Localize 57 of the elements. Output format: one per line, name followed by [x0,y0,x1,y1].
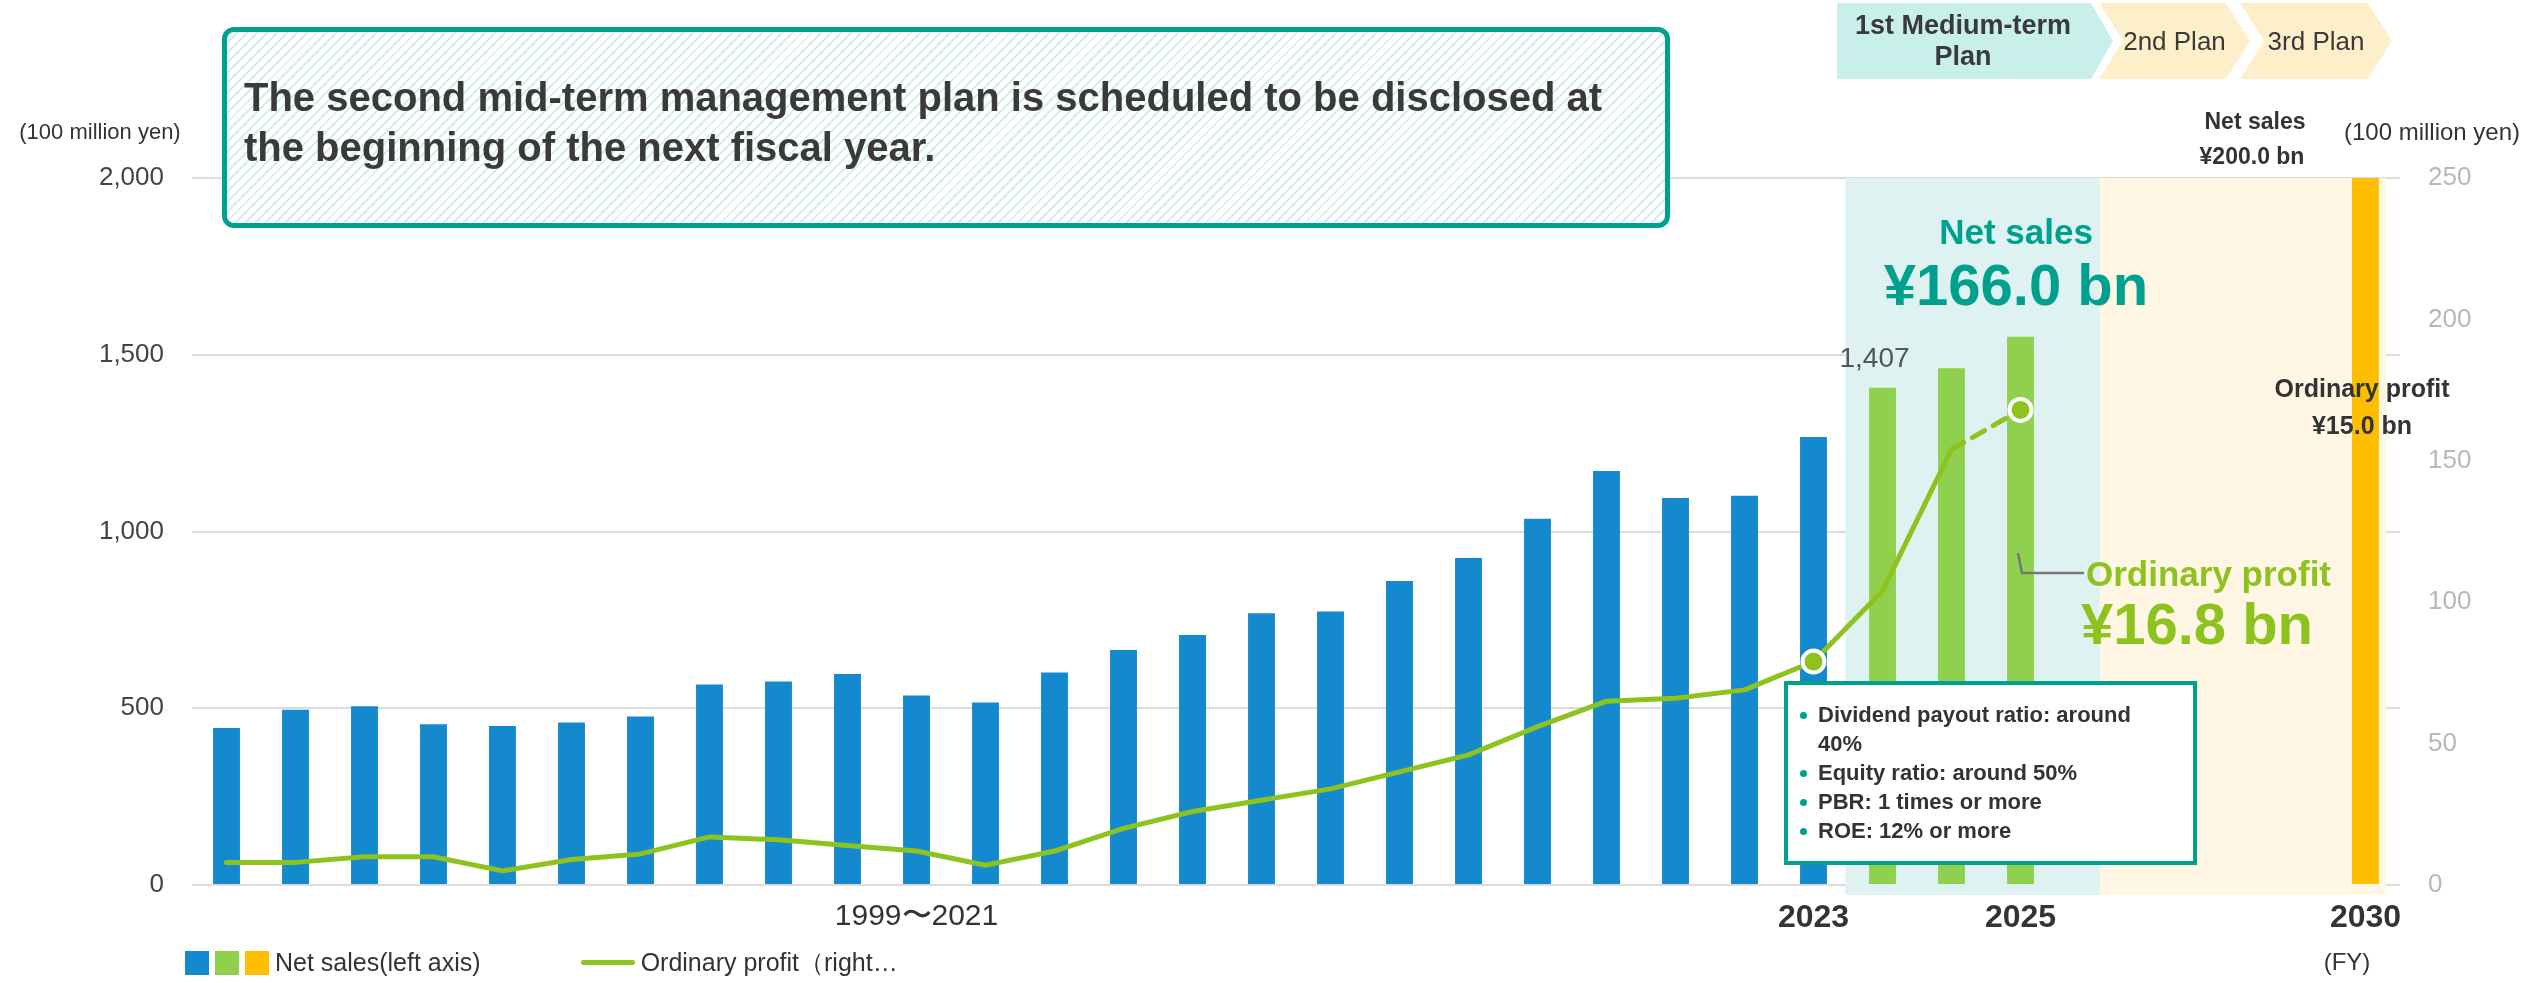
bar [1110,649,1137,884]
bar [1317,611,1344,884]
bar [1248,613,1275,884]
bar [1524,518,1551,884]
text: 2nd Plan [2122,24,2227,58]
y-axis-title: (100 million yen) [19,119,181,145]
bar [1593,471,1620,884]
legend-label: Net sales(left axis) [275,948,481,977]
bar [1041,672,1068,884]
bar [351,706,378,884]
y2-tick-label: 0 [2428,868,2443,899]
bar [903,695,930,884]
x-tick-label: 1999〜2021 [834,898,999,932]
bar [1731,495,1758,884]
annotation: ¥166.0 bn [1883,250,2149,318]
text: The second mid-term management plan is scheduled to be disclosed at the beginning of the next fiscal year. [244,74,1604,171]
bar [282,709,309,884]
x-tick-label: 2025 [1984,898,2057,935]
x-tick-label: 2023 [1777,898,1850,935]
bar [627,716,654,884]
y2-tick-label: 150 [2428,443,2472,474]
annotation: ROE: 12% or more [1818,817,2013,845]
y-tick-label: 1,000 [98,514,164,545]
annotation: Net sales [1939,212,2093,252]
y2-tick-label: 250 [2428,161,2472,192]
bar [558,722,585,884]
text: Net sales [2204,107,2306,135]
bar [1455,558,1482,884]
y2-tick-label: 50 [2428,726,2457,757]
y2-tick-label: 200 [2428,302,2472,333]
bar [420,724,447,884]
text: 1st Medium-term Plan [1853,9,2072,73]
annotation: Ordinary profit [2086,554,2332,594]
bar [834,673,861,884]
bar [972,702,999,884]
text: ¥200.0 bn [2199,142,2305,170]
y-tick-label: 500 [120,691,164,722]
bar [1179,635,1206,884]
y2-axis-title: (100 million yen) [2343,118,2521,146]
bar [489,725,516,884]
x-tick-label: 2030 [2329,898,2402,935]
annotation: Dividend payout ratio: around 40% [1818,701,2132,758]
y-tick-label: 1,500 [98,337,164,368]
text: 3rd Plan [2266,24,2366,58]
annotation: PBR: 1 times or more [1818,788,2043,816]
x-axis-title: (FY) [2323,948,2371,976]
data-label: 1,407 [1839,342,1910,374]
bar [696,684,723,884]
y2-tick-label: 100 [2428,585,2472,616]
y-tick-label: 0 [149,868,164,899]
legend-label: Ordinary profit（right… [640,947,898,978]
y-tick-label: 2,000 [98,161,164,192]
bar [213,728,240,884]
bar [765,681,792,884]
bar [1386,580,1413,884]
annotation: Equity ratio: around 50% [1818,759,2079,787]
bar [1662,497,1689,884]
